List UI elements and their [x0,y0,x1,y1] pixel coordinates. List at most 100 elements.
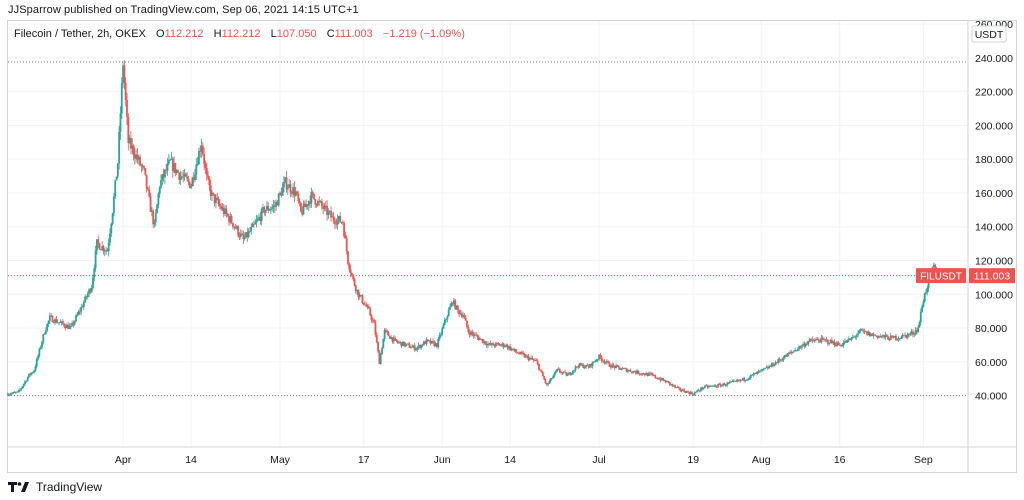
candle-body [871,333,874,336]
candle-body [674,385,676,388]
candle-body [320,201,323,206]
candle-body [310,191,313,204]
candle-body [120,83,123,114]
candle-body [596,359,599,361]
candle-body [301,211,304,215]
high-value: 112.212 [221,28,261,40]
candle-body [396,341,399,343]
candle-body [574,366,577,371]
candle-body [28,373,30,378]
candle-body [334,220,336,224]
tradingview-logo-icon[interactable] [8,481,30,493]
candle-body [867,332,870,335]
candle-body [294,191,297,196]
candle-body [268,210,271,211]
candle-body [513,348,515,350]
close-value: 111.003 [334,28,373,40]
candle-body [466,320,468,328]
candle-body [436,343,438,347]
candle-body [688,392,691,395]
candle-body [887,336,889,340]
candle-body [132,145,135,155]
candle-body [734,380,736,382]
candle-body [169,159,172,161]
candle-body [464,317,467,321]
candle-body [323,205,326,209]
candle-body [232,223,234,227]
candle-body [556,368,559,372]
candle-body [769,366,772,368]
candle-body [81,306,84,308]
candle-body [711,385,714,387]
candle-body [75,315,77,322]
candle-body [198,150,200,165]
candle-body [710,385,713,387]
candle-body [161,174,164,181]
candle-body [335,223,338,225]
candle-body [747,378,750,380]
symbol-label: Filecoin / Tether, 2h, OKEX [14,28,146,40]
candle-body [449,306,451,310]
symbol-tag-label: FILUSDT [920,272,962,283]
x-tick-label: Sep [914,454,933,466]
x-tick-label: Apr [115,454,132,466]
candle-body [642,373,645,375]
candle-body [806,343,808,345]
candle-body [725,385,727,386]
candle-body [7,393,9,396]
candle-body [426,339,429,341]
candle-body [442,324,445,329]
y-tick-label: 100.000 [975,289,1013,301]
candle-body [339,216,342,223]
candle-body [403,341,406,346]
candle-body [902,334,905,336]
candle-body [404,344,407,346]
candle-body [147,188,149,190]
candle-body [904,334,906,336]
candle-body [373,320,376,323]
candle-body [222,207,225,215]
candle-body [548,381,551,384]
candle-body [743,377,746,381]
candle-body [122,65,124,84]
candle-body [382,338,385,349]
candle-body [419,345,421,348]
candle-body [260,209,263,222]
candle-body [484,341,487,344]
candle-body [789,352,791,354]
candle-body [836,342,838,347]
candle-body [530,357,532,359]
candle-body [233,226,236,228]
candle-body [637,370,640,374]
candle-body [572,371,574,374]
candle-body [568,372,570,375]
candle-body [90,288,93,293]
candle-body [934,264,937,269]
candle-body [655,377,658,379]
candle-body [103,250,106,252]
candle-body [586,364,589,367]
candle-body [203,153,206,164]
candle-body [863,330,866,332]
candle-body [857,333,859,336]
candle-body [424,341,427,345]
candle-body [307,201,310,206]
candle-body [364,304,366,306]
candle-body [31,372,34,374]
candle-body [507,346,510,349]
candle-body [591,361,594,367]
candle-body [88,289,90,294]
candle-body [462,315,464,317]
candle-body [459,313,462,315]
candle-body [824,339,827,341]
candle-body [885,334,888,337]
candle-body [160,180,162,188]
candle-body [237,226,240,236]
candle-body [246,232,249,237]
candle-body [897,338,900,340]
candle-body [502,343,505,347]
candle-body [905,335,908,338]
tradingview-brand-label[interactable]: TradingView [36,480,103,494]
candle-body [207,175,209,179]
